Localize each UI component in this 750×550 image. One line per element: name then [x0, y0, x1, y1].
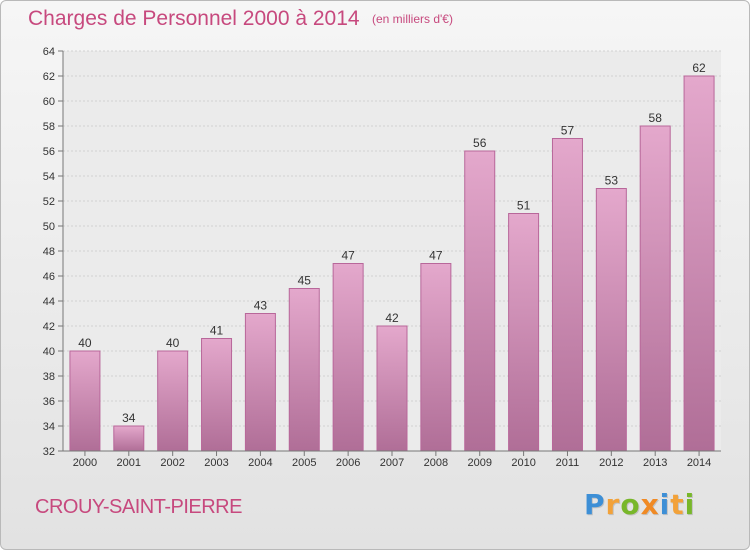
y-tick-label: 48 — [43, 246, 55, 258]
bar-2014 — [683, 75, 715, 452]
y-tick-label: 38 — [43, 371, 55, 383]
bar-2004 — [244, 313, 276, 452]
x-tick-label: 2014 — [687, 457, 711, 469]
y-tick-label: 56 — [43, 146, 55, 158]
x-tick-label: 2005 — [292, 457, 316, 469]
chart-title: Charges de Personnel 2000 à 2014 — [28, 7, 360, 30]
y-tick-label: 32 — [43, 446, 55, 458]
logo-letter: P — [584, 488, 606, 521]
bar-value-label: 51 — [517, 199, 531, 213]
y-tick-label: 54 — [43, 171, 55, 183]
x-tick-label: 2011 — [556, 457, 580, 469]
x-tick-label: 2004 — [248, 457, 272, 469]
y-tick-label: 42 — [43, 321, 55, 333]
bar-value-label: 42 — [385, 311, 399, 325]
bar-2010 — [508, 213, 540, 452]
logo-letter: i — [684, 488, 696, 521]
logo-letter: i — [659, 488, 671, 521]
x-tick-label: 2002 — [160, 457, 184, 469]
x-tick-label: 2007 — [380, 457, 404, 469]
logo-letter: r — [605, 488, 621, 521]
x-tick-label: 2009 — [467, 457, 491, 469]
x-tick-label: 2010 — [511, 457, 535, 469]
x-tick-label: 2013 — [643, 457, 667, 469]
logo-letter: o — [620, 488, 641, 521]
bar-value-label: 56 — [473, 136, 487, 150]
bar-value-label: 62 — [692, 61, 706, 75]
bar-value-label: 58 — [649, 111, 663, 125]
bar-2000 — [69, 350, 101, 452]
y-tick-label: 36 — [43, 396, 55, 408]
bar-2007 — [376, 325, 408, 452]
bar-value-label: 43 — [254, 299, 268, 313]
bar-2011 — [551, 138, 583, 452]
bar-value-label: 40 — [78, 336, 92, 350]
y-tick-label: 34 — [43, 421, 55, 433]
y-tick-label: 62 — [43, 71, 55, 83]
logo-letter: t — [670, 488, 685, 521]
bar-value-label: 41 — [210, 324, 224, 338]
bar-value-label: 45 — [298, 274, 312, 288]
city-name: CROUY-SAINT-PIERRE — [35, 496, 242, 518]
y-tick-label: 60 — [43, 96, 55, 108]
x-tick-label: 2003 — [204, 457, 228, 469]
y-tick-label: 58 — [43, 121, 55, 133]
bar-value-label: 57 — [561, 124, 575, 138]
y-tick-label: 52 — [43, 196, 55, 208]
bar-value-label: 53 — [605, 174, 619, 188]
x-tick-label: 2012 — [599, 457, 623, 469]
bar-value-label: 47 — [341, 249, 355, 263]
proxiti-logo: Proxiti — [584, 488, 695, 521]
y-tick-label: 40 — [43, 346, 55, 358]
x-tick-label: 2008 — [424, 457, 448, 469]
bar-2012 — [595, 188, 627, 452]
x-tick-label: 2006 — [336, 457, 360, 469]
logo-letter: x — [640, 488, 660, 521]
bar-2005 — [288, 288, 320, 452]
bar-2009 — [464, 150, 496, 452]
bar-2006 — [332, 263, 364, 452]
bar-value-label: 47 — [429, 249, 443, 263]
chart-subtitle: (en milliers d'€) — [372, 12, 453, 26]
bar-2002 — [157, 350, 189, 452]
x-tick-label: 2001 — [117, 457, 141, 469]
bar-2001 — [113, 425, 145, 452]
bar-2003 — [201, 338, 233, 452]
y-tick-label: 44 — [43, 296, 55, 308]
y-tick-label: 50 — [43, 221, 55, 233]
x-tick-label: 2000 — [73, 457, 97, 469]
bar-2008 — [420, 263, 452, 452]
y-tick-label: 64 — [43, 46, 55, 58]
bar-2013 — [639, 125, 671, 452]
bar-value-label: 34 — [122, 411, 136, 425]
y-tick-label: 46 — [43, 271, 55, 283]
bar-value-label: 40 — [166, 336, 180, 350]
